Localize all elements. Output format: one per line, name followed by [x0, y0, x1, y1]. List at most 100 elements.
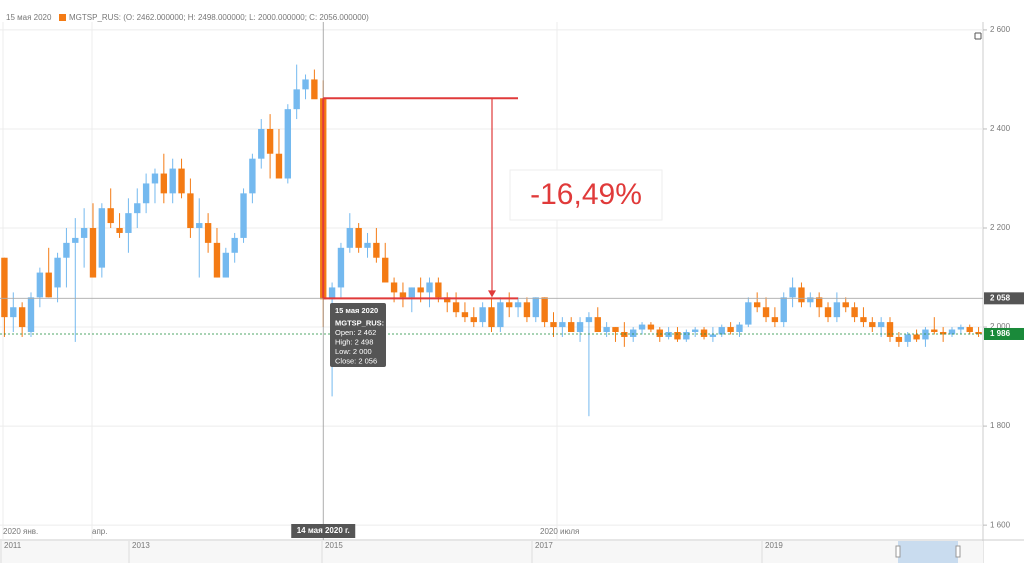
candle-body — [869, 322, 876, 328]
candle-body — [771, 317, 779, 323]
candle-body — [142, 183, 150, 204]
header-date: 15 мая 2020 — [6, 13, 52, 22]
candle-body — [399, 292, 407, 298]
candle-body — [736, 324, 743, 333]
navigator-handle[interactable] — [955, 545, 961, 558]
candle-body — [213, 242, 221, 278]
tooltip-box — [330, 303, 386, 367]
candle-body — [833, 302, 841, 318]
tooltip-line: High: 2 498 — [335, 337, 373, 346]
tooltip-line: Close: 2 056 — [335, 356, 377, 365]
candle-body — [939, 332, 947, 335]
candle-body — [753, 302, 761, 308]
candle-body — [674, 332, 681, 340]
candle-body — [922, 329, 929, 340]
candle-body — [187, 193, 194, 229]
candle-body — [72, 237, 79, 243]
candle-body — [568, 322, 575, 333]
candle-body — [169, 168, 176, 194]
candle-body — [54, 257, 61, 288]
candle-body — [621, 332, 628, 337]
tooltip-line: 15 мая 2020 — [335, 306, 378, 315]
candle-body — [975, 332, 982, 334]
candle-body — [488, 307, 495, 328]
candle-body — [390, 282, 398, 293]
tooltip-line: Low: 2 000 — [335, 347, 372, 356]
navigator-label: 2017 — [535, 541, 553, 550]
candle-body — [470, 317, 477, 323]
candle-body — [931, 329, 938, 333]
tooltip-line: MGTSP_RUS: — [335, 318, 384, 327]
x-tick-label: апр. — [92, 527, 107, 536]
candle-body — [178, 168, 185, 194]
candle-body — [727, 327, 734, 333]
candle-body — [957, 327, 965, 330]
candle-body — [948, 329, 956, 335]
x-tick-label: 2020 июля — [540, 527, 579, 536]
candle-body — [815, 297, 823, 308]
candle-body — [479, 307, 486, 323]
candle-body — [691, 329, 699, 333]
x-tick-label: 2020 янв. — [3, 527, 38, 536]
expand-button[interactable] — [972, 30, 984, 42]
candle-body — [355, 228, 362, 248]
candle-body — [886, 322, 894, 337]
navigator-handle[interactable] — [895, 545, 901, 558]
y-tick-label: 2 600 — [990, 25, 1011, 34]
candle-body — [98, 208, 106, 268]
candle-body — [851, 307, 858, 318]
candle-body — [594, 317, 601, 333]
candle-body — [966, 327, 973, 333]
candle-body — [523, 302, 531, 318]
candle-body — [266, 128, 274, 154]
candle-body — [913, 334, 920, 340]
candle-body — [346, 228, 353, 248]
expand-icon[interactable] — [972, 30, 984, 42]
candle-body — [612, 327, 619, 333]
candle-body — [231, 237, 238, 253]
candle-body — [789, 287, 796, 298]
legend-swatch — [59, 14, 66, 21]
candle-body — [541, 297, 548, 323]
candle-body — [426, 282, 433, 293]
candle-body — [302, 79, 309, 90]
candle-body — [240, 193, 247, 238]
candle-body — [656, 329, 663, 337]
candle-body — [45, 272, 52, 298]
candle-body — [116, 228, 123, 233]
measure-lines — [322, 97, 518, 300]
arrow-head — [488, 290, 496, 298]
candle-body — [293, 89, 300, 110]
candle-body — [877, 322, 885, 328]
candle-body — [151, 173, 159, 184]
candle-body — [700, 329, 708, 337]
candle-body — [10, 307, 17, 318]
tooltip-line: Open: 2 462 — [335, 328, 376, 337]
price-label: 1 986 — [990, 329, 1011, 338]
candle-body — [63, 242, 70, 258]
navigator-label: 2013 — [132, 541, 150, 550]
candle-body — [18, 307, 26, 328]
candle-body — [337, 247, 345, 288]
candle-body — [807, 297, 814, 303]
candle-body — [382, 257, 389, 283]
candle-body — [408, 287, 415, 298]
candle-body — [895, 336, 903, 342]
candle-body — [80, 228, 88, 238]
y-tick-label: 1 600 — [990, 520, 1011, 529]
candle-body — [630, 329, 637, 337]
candle-body — [27, 297, 35, 333]
candle-body — [718, 327, 725, 335]
candle-body — [222, 252, 230, 278]
candle-body — [585, 317, 593, 323]
candle-body — [328, 287, 336, 300]
navigator-label: 2015 — [325, 541, 343, 550]
candle-body — [107, 208, 114, 224]
candle-body — [745, 302, 752, 325]
candle-body — [196, 223, 203, 229]
navigator-selection[interactable] — [898, 541, 958, 563]
candle-body — [780, 297, 787, 323]
